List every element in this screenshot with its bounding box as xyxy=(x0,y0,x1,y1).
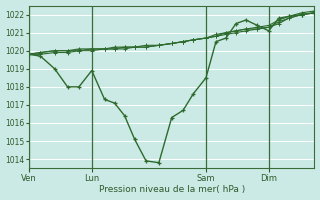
X-axis label: Pression niveau de la mer( hPa ): Pression niveau de la mer( hPa ) xyxy=(99,185,245,194)
